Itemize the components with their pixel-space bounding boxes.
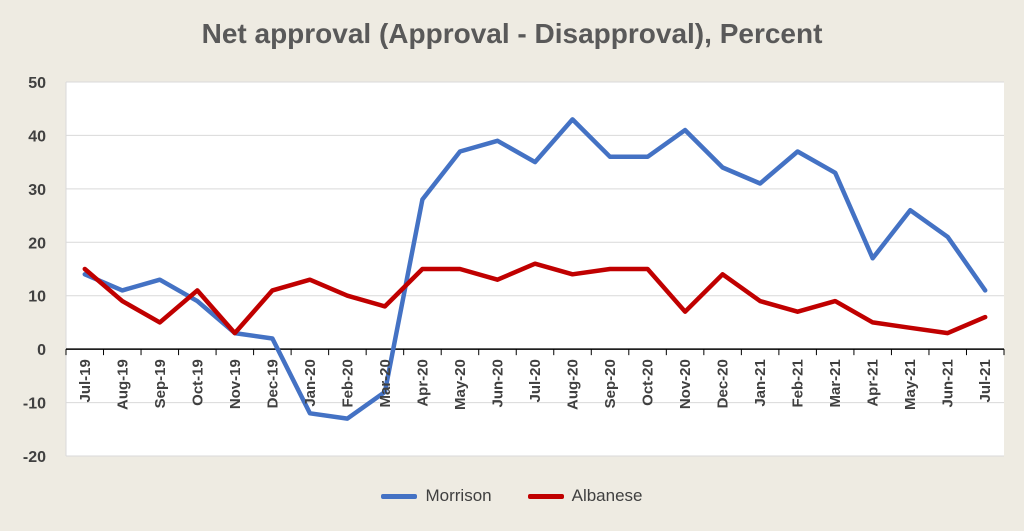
x-tick-label: Aug-20 [565, 359, 582, 410]
x-tick-label: Oct-19 [189, 359, 206, 406]
x-tick-label: Mar-21 [827, 359, 844, 407]
x-tick-label: Jul-19 [77, 359, 94, 402]
x-tick-label: Jan-21 [752, 359, 769, 407]
x-tick-label: Jan-20 [302, 359, 319, 407]
x-tick-label: Aug-19 [114, 359, 131, 410]
y-tick-label: 30 [28, 182, 46, 199]
y-tick-label: -20 [23, 449, 46, 466]
legend-item-albanese: Albanese [527, 486, 643, 506]
x-tick-label: Oct-20 [640, 359, 657, 406]
legend-label: Albanese [571, 486, 643, 505]
x-tick-label: Nov-19 [227, 359, 244, 409]
legend-label: Morrison [425, 486, 492, 505]
x-tick-label: Feb-21 [790, 359, 807, 407]
y-tick-label: 40 [28, 128, 46, 145]
x-tick-label: Dec-20 [715, 359, 732, 408]
y-tick-label: -10 [23, 396, 46, 413]
x-tick-label: May-20 [452, 359, 469, 410]
x-tick-label: Apr-21 [865, 359, 882, 407]
plot-area [66, 82, 1004, 456]
chart-legend: Morrison Albanese [0, 486, 1024, 506]
y-tick-label: 0 [37, 342, 46, 359]
x-tick-label: Jun-20 [489, 359, 506, 407]
y-tick-label: 50 [28, 75, 46, 92]
x-tick-label: Apr-20 [414, 359, 431, 407]
x-tick-label: Mar-20 [377, 359, 394, 407]
x-tick-label: Dec-19 [264, 359, 281, 408]
y-tick-label: 10 [28, 289, 46, 306]
x-tick-label: Feb-20 [339, 359, 356, 407]
x-tick-label: Nov-20 [677, 359, 694, 409]
x-tick-label: Jun-21 [940, 359, 957, 407]
x-tick-label: Jul-21 [977, 359, 994, 402]
x-tick-label: Jul-20 [527, 359, 544, 402]
x-tick-label: Sep-19 [152, 359, 169, 408]
legend-swatch [381, 493, 418, 499]
y-tick-label: 20 [28, 235, 46, 252]
chart-title: Net approval (Approval - Disapproval), P… [201, 18, 823, 49]
x-tick-label: May-21 [902, 359, 919, 410]
legend-swatch [527, 493, 564, 499]
legend-item-morrison: Morrison [381, 486, 492, 506]
x-tick-label: Sep-20 [602, 359, 619, 408]
